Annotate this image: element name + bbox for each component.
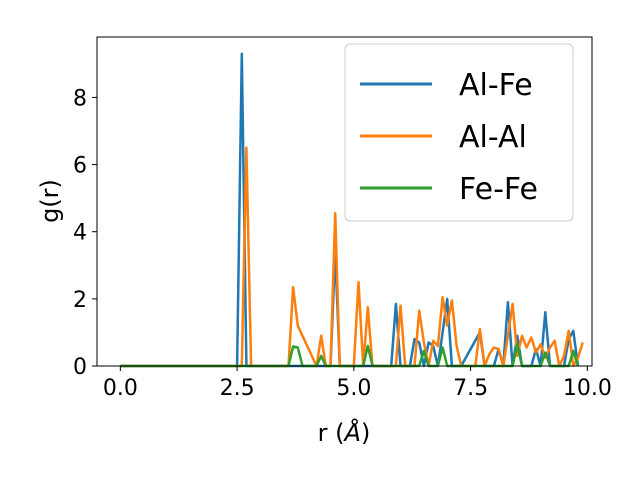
x-tick-label: 2.5 <box>220 376 255 401</box>
plot-frame <box>96 36 593 367</box>
x-tick-label: 7.5 <box>453 376 488 401</box>
x-tick-label: 5.0 <box>336 376 371 401</box>
y-axis-ticks: 0 2 4 6 8 <box>73 86 97 380</box>
series-line-fe-fe <box>120 342 580 368</box>
legend-label-fe-fe: Fe-Fe <box>459 172 538 207</box>
y-tick-label: 0 <box>73 355 87 380</box>
x-tick-label: 10.0 <box>563 376 612 401</box>
x-axis-ticks: 0.0 2.5 5.0 7.5 10.0 <box>103 366 612 401</box>
legend-label-al-fe: Al-Fe <box>459 68 533 103</box>
y-axis-label: g(r) <box>36 179 64 223</box>
legend-box <box>344 43 574 222</box>
y-tick-label: 4 <box>73 221 87 246</box>
y-tick-label: 8 <box>73 86 87 111</box>
legend: Al-Fe Al-Al Fe-Fe <box>344 43 574 222</box>
legend-label-al-al: Al-Al <box>459 120 527 155</box>
x-tick-label: 0.0 <box>103 376 138 401</box>
y-tick-label: 6 <box>73 154 87 179</box>
y-tick-label: 2 <box>73 288 87 313</box>
x-axis-label: r (Å) <box>318 418 371 447</box>
